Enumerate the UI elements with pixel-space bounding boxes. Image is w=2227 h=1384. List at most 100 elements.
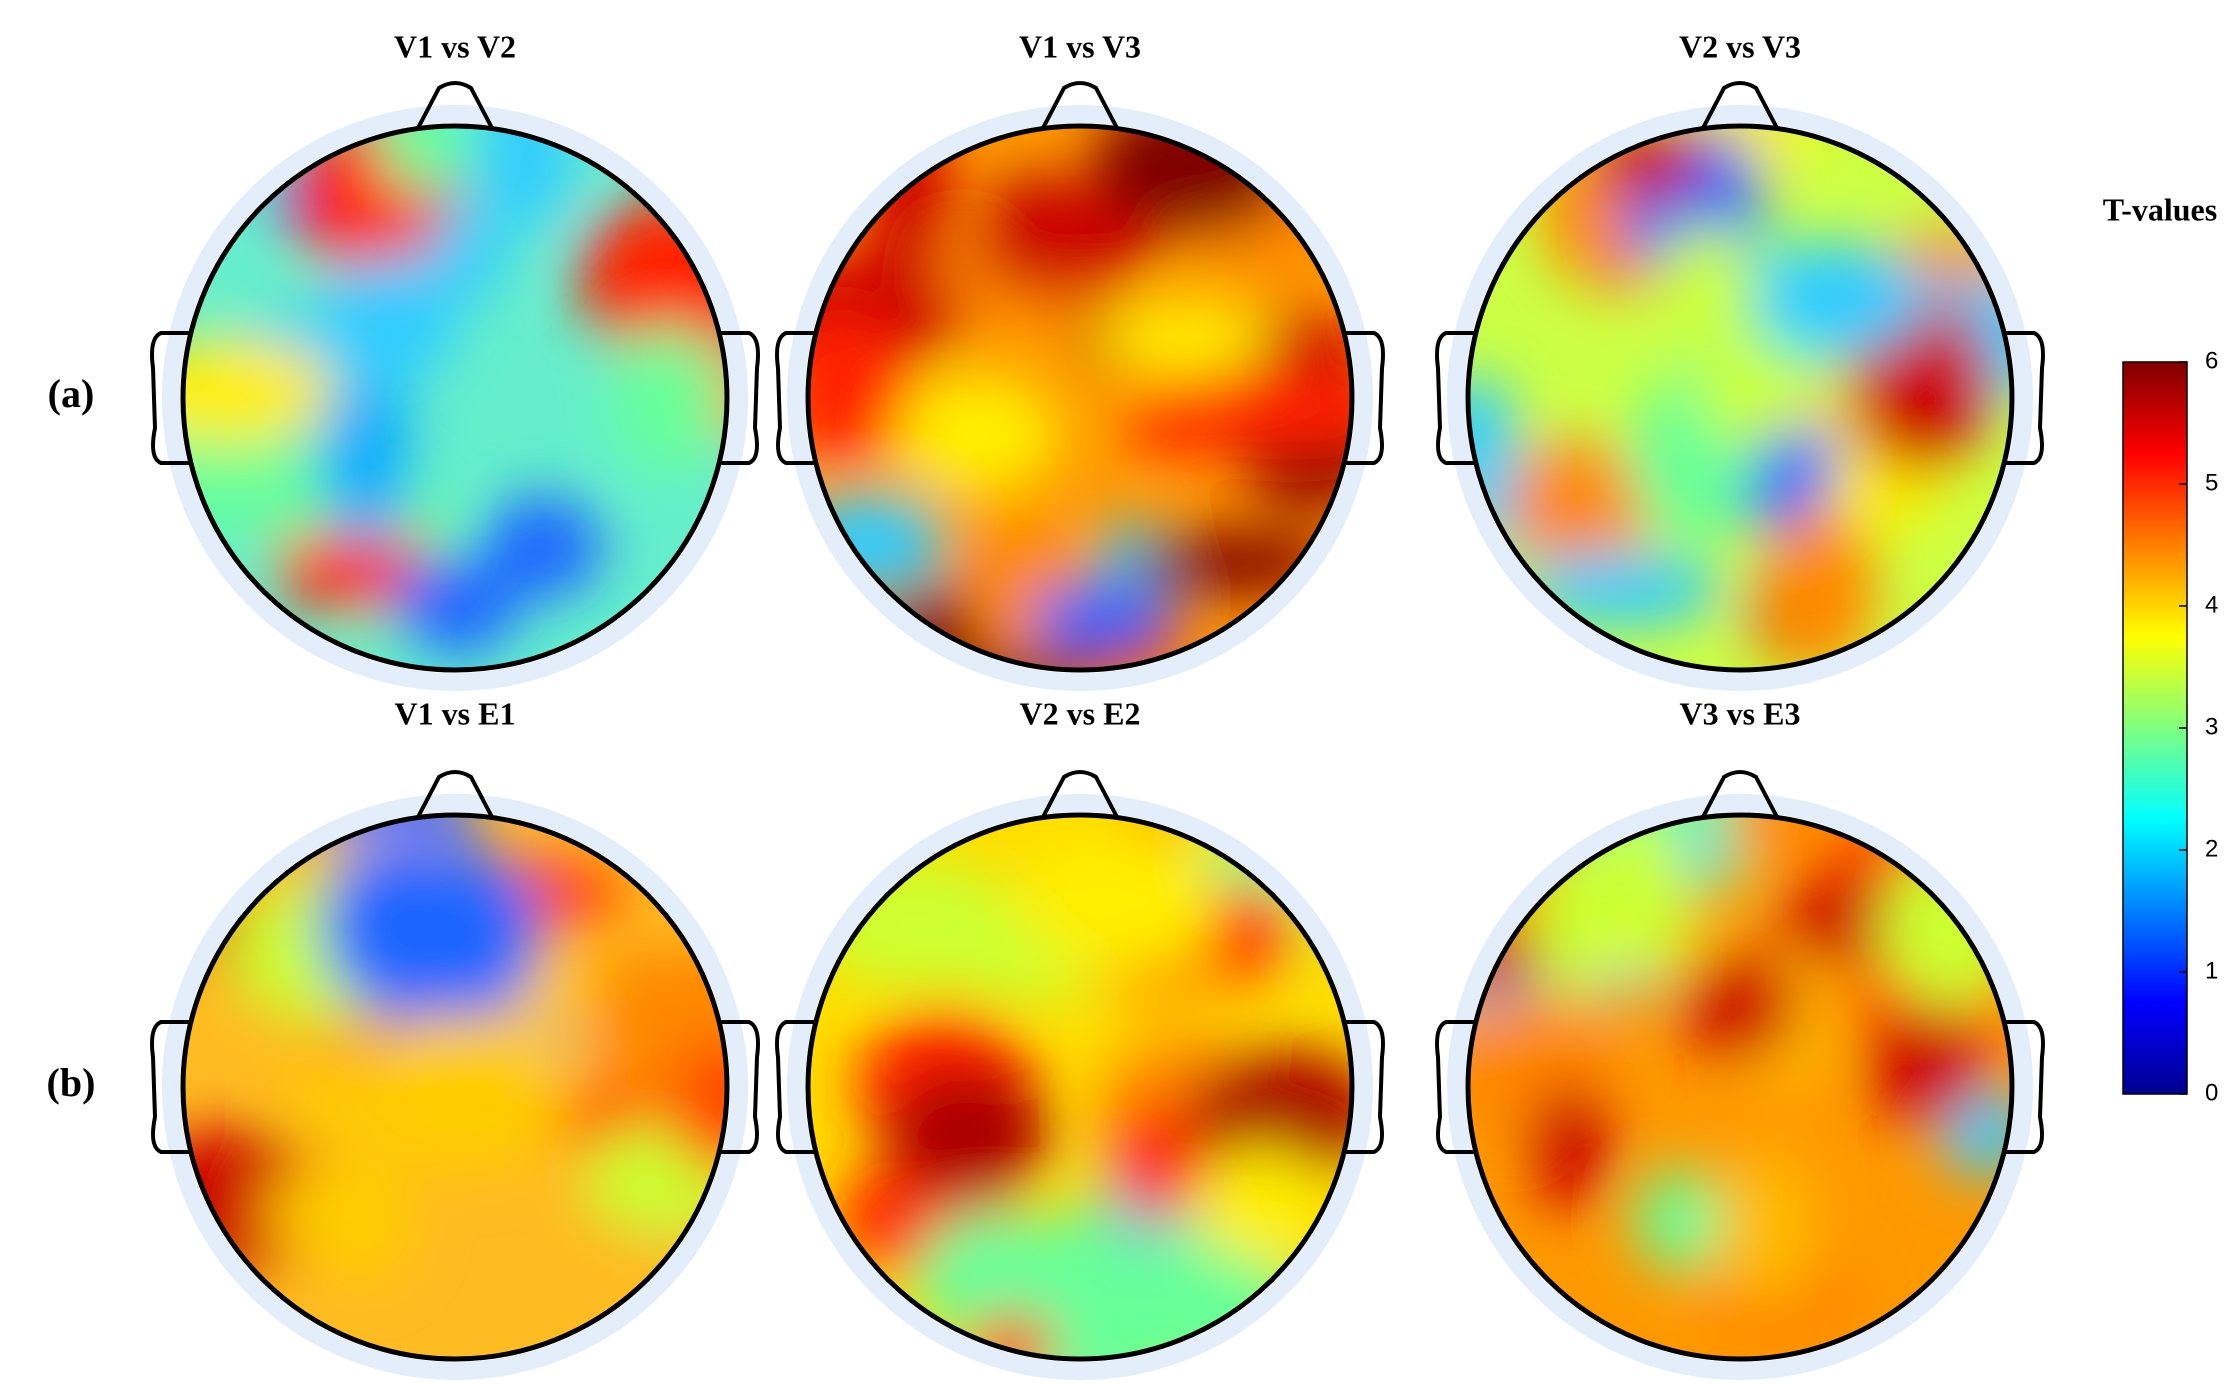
head-halo [1447, 794, 2033, 1380]
head-halo [787, 794, 1373, 1380]
field-blob [914, 1211, 1075, 1348]
field-blob [366, 1008, 564, 1173]
field-blob [578, 194, 727, 361]
field-blob [1111, 1104, 1200, 1222]
field-blob [313, 256, 458, 388]
field-blob [1867, 1005, 1987, 1129]
tick-label: 1 [2205, 957, 2218, 984]
head-outline [805, 123, 1355, 673]
field-blob [1020, 829, 1222, 972]
field-blob [303, 1145, 412, 1283]
ear [2006, 1020, 2045, 1154]
tick-label: 3 [2205, 713, 2218, 740]
ear [775, 331, 814, 465]
panel-title: V2 vs V3 [1679, 28, 1801, 64]
field-blob [1679, 952, 1800, 1061]
field-blob [404, 850, 541, 1020]
head [775, 770, 1385, 1380]
head-halo [162, 105, 748, 691]
panel-title: V3 vs E3 [1680, 695, 1801, 731]
field-blob [1100, 300, 1272, 377]
field-blob [612, 325, 725, 475]
field-blob [885, 1068, 1051, 1199]
ear [1435, 331, 1474, 465]
field-blob [424, 210, 506, 301]
field-blob [1715, 1151, 1816, 1303]
field-blob [482, 495, 603, 600]
field-blob [183, 337, 336, 445]
head-outline [805, 812, 1355, 1362]
field-blob [477, 126, 574, 233]
field-blob [320, 367, 412, 547]
field-blob [1527, 1081, 1615, 1210]
nose [415, 81, 495, 131]
panel-title: V1 vs E1 [395, 695, 516, 731]
row-label: (a) [48, 371, 95, 416]
nose [1040, 81, 1120, 131]
topomap [808, 126, 1352, 670]
field-blob [1634, 1168, 1725, 1273]
colorbar-title: T-values [2103, 191, 2217, 227]
topomap [808, 815, 1352, 1359]
tick-label: 0 [2205, 1079, 2218, 1106]
ear [1346, 1020, 1385, 1154]
topomap [1468, 126, 2012, 670]
field-blob [377, 126, 467, 192]
ear [150, 1020, 189, 1154]
map-field [811, 815, 1352, 1359]
head-outline [180, 123, 730, 673]
head-outline [180, 812, 730, 1362]
field-blob [974, 185, 1156, 297]
head-halo [1447, 105, 2033, 691]
field-blob [1751, 241, 1928, 354]
field-blob [888, 373, 1062, 496]
field-blob [1193, 1147, 1331, 1263]
ear [1346, 331, 1385, 465]
field-blob [1505, 439, 1655, 568]
topomap [1468, 815, 2012, 1359]
tick-label: 2 [2205, 835, 2218, 862]
field-blob [1591, 815, 1694, 980]
row-label: (b) [47, 1060, 96, 1105]
panel-title: V1 vs V2 [394, 28, 516, 64]
tick-label: 4 [2205, 591, 2218, 618]
field-blob [808, 254, 963, 373]
ear [721, 331, 760, 465]
field-blob [282, 1069, 371, 1136]
nose [1700, 770, 1780, 820]
field-blob [1029, 583, 1170, 653]
field-blob [1184, 369, 1352, 453]
field-blob [1520, 552, 1724, 627]
head-halo [162, 794, 748, 1380]
nose [1700, 81, 1780, 131]
ear [721, 1020, 760, 1154]
head [1435, 770, 2045, 1380]
head [1435, 81, 2045, 691]
field-blob [1763, 506, 1877, 670]
head-outline [1465, 123, 2015, 673]
head [150, 770, 760, 1380]
ear [775, 1020, 814, 1154]
field-blob [1699, 339, 1798, 448]
topomap [183, 815, 727, 1359]
nose [1040, 770, 1120, 820]
field-blob [183, 1128, 325, 1276]
head-outline [1465, 812, 2015, 1362]
head [775, 81, 1385, 691]
field-blob [1656, 222, 1753, 358]
head [150, 81, 760, 691]
field-blob [388, 556, 519, 657]
ear [1435, 1020, 1474, 1154]
map-field [183, 126, 727, 657]
ear [150, 331, 189, 465]
ear [2006, 331, 2045, 465]
field-blob [1187, 1049, 1352, 1185]
panel-title: V2 vs E2 [1020, 695, 1141, 731]
tick-label: 6 [2205, 347, 2218, 374]
nose [415, 770, 495, 820]
topomap [183, 126, 727, 670]
head-halo [787, 105, 1373, 691]
colorbar [2122, 361, 2188, 1095]
field-blob [1725, 815, 1816, 865]
